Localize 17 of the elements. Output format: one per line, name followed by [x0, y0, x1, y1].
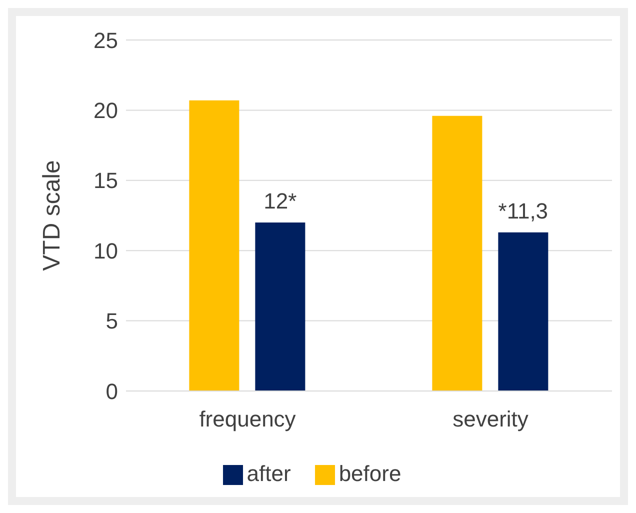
legend-label: after [246, 461, 291, 486]
x-tick-label: severity [452, 406, 528, 432]
y-tick-label: 0 [106, 378, 118, 404]
bar [189, 100, 240, 391]
legend-label: before [338, 461, 402, 486]
y-tick-label: 10 [94, 238, 118, 264]
y-tick-label: 15 [94, 168, 118, 194]
y-axis-title: VTD scale [38, 160, 66, 271]
bar [432, 116, 482, 391]
y-tick-label: 20 [94, 98, 118, 124]
x-tick-label: frequency [199, 406, 296, 432]
data-label: 12* [264, 188, 298, 214]
data-label: *11,3 [498, 198, 548, 224]
bar [498, 232, 548, 391]
y-tick-label: 25 [94, 28, 118, 53]
y-tick-label: 5 [106, 308, 118, 334]
bar [255, 222, 306, 391]
